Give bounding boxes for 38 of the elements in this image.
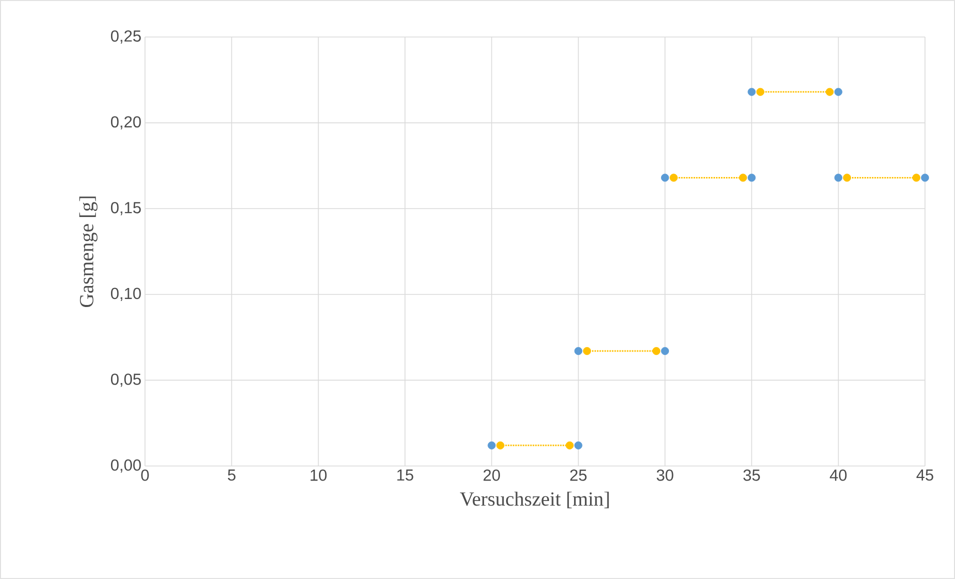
point	[739, 174, 747, 182]
y-tick-label: 0,20	[110, 116, 141, 130]
point	[652, 347, 660, 356]
x-tick-label: 45	[916, 470, 934, 481]
point	[661, 347, 669, 356]
point	[756, 88, 764, 96]
x-tick-label: 0	[141, 470, 149, 481]
point	[826, 88, 834, 96]
y-tick-label: 0,00	[110, 459, 141, 473]
point	[834, 88, 842, 96]
point	[574, 441, 582, 450]
point	[670, 174, 678, 182]
point	[834, 174, 842, 182]
point	[912, 174, 920, 182]
x-tick-label: 5	[228, 470, 236, 481]
point	[496, 441, 504, 450]
point	[921, 174, 929, 182]
y-tick-label: 0,10	[110, 288, 141, 302]
point	[488, 441, 496, 450]
point	[843, 174, 851, 182]
x-tick-label: 30	[656, 470, 674, 481]
x-tick-label: 10	[310, 470, 327, 481]
point	[661, 174, 669, 182]
point	[583, 347, 591, 356]
point	[574, 347, 582, 356]
x-tick-label: 15	[397, 470, 414, 481]
y-tick-label: 0,05	[110, 374, 141, 387]
point	[748, 88, 756, 96]
x-tick-label: 35	[743, 470, 760, 481]
x-tick-label: 25	[570, 470, 587, 481]
x-axis-title: Versuchszeit [min]	[460, 492, 609, 508]
x-tick-label: 20	[484, 470, 500, 481]
y-axis-title: Gasmenge [g]	[79, 196, 98, 308]
y-tick-label: 0,15	[110, 202, 141, 216]
y-tick-label: 0,25	[110, 30, 141, 44]
x-tick-label: 40	[830, 470, 847, 481]
point	[748, 174, 756, 182]
point	[566, 441, 574, 450]
